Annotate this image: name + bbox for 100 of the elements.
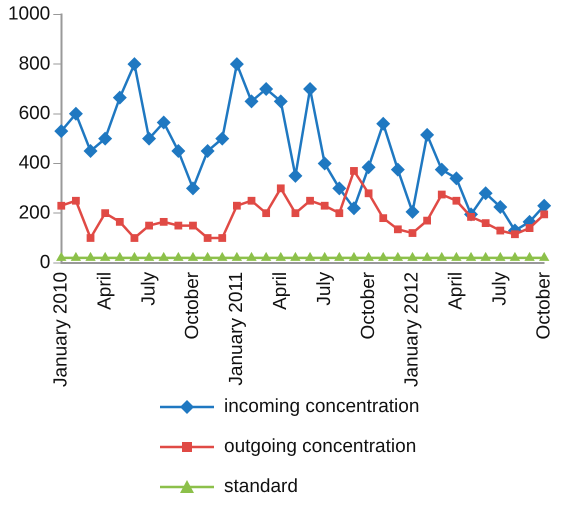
point (145, 222, 153, 230)
x-tick-label: July (314, 271, 335, 306)
point (524, 252, 535, 261)
point (478, 186, 493, 200)
point (378, 252, 388, 261)
point (230, 57, 244, 72)
point (144, 252, 154, 261)
point (318, 156, 332, 170)
x-tick-label: October (182, 271, 204, 340)
point (364, 189, 372, 198)
point (160, 218, 168, 226)
x-tick-label: July (138, 271, 160, 306)
point (204, 234, 212, 242)
x-tick-label: October (533, 271, 554, 340)
point (232, 202, 241, 210)
point (405, 204, 420, 219)
point (436, 252, 447, 261)
point (100, 252, 110, 261)
y-tick-label: 1000 (8, 4, 50, 25)
point (420, 128, 434, 142)
point (390, 162, 405, 177)
point (218, 234, 226, 242)
point (56, 252, 66, 261)
point (303, 82, 318, 96)
point (189, 222, 197, 230)
x-tick-label: January 2010 (50, 272, 72, 388)
legend-label: outgoing concentration (224, 436, 416, 458)
x-tick-label: July (490, 271, 511, 306)
point (276, 252, 286, 261)
x-tick-label: January 2012 (402, 272, 423, 388)
point (215, 132, 230, 146)
point (363, 252, 374, 261)
point (408, 229, 416, 237)
point (54, 124, 68, 138)
point (510, 252, 520, 261)
point (290, 252, 301, 261)
point (346, 201, 361, 216)
point (292, 209, 300, 218)
point (379, 214, 388, 222)
point (362, 160, 376, 174)
point (493, 200, 508, 214)
point (98, 132, 112, 146)
point (449, 171, 464, 186)
point (232, 252, 242, 261)
y-tick-label: 200 (18, 202, 50, 224)
point (526, 224, 534, 232)
y-tick-label: 800 (18, 53, 50, 74)
point (70, 252, 82, 261)
point (539, 252, 550, 261)
point (72, 196, 80, 205)
point (434, 162, 449, 177)
point (288, 168, 302, 183)
point (394, 225, 402, 234)
point (438, 190, 446, 198)
x-tick-label: April (270, 272, 292, 310)
point (142, 132, 156, 146)
point (127, 57, 142, 72)
point (466, 252, 476, 261)
point (540, 210, 548, 218)
point (451, 252, 462, 261)
point (320, 202, 329, 210)
y-tick-label: 0 (40, 252, 50, 274)
point (334, 252, 345, 261)
point (348, 252, 360, 261)
point (304, 252, 316, 261)
point (376, 116, 390, 131)
point (262, 209, 270, 218)
point (85, 252, 96, 261)
point (495, 252, 506, 261)
point (276, 184, 285, 192)
point (101, 209, 110, 218)
point (392, 252, 404, 261)
point (319, 252, 330, 261)
point (259, 82, 274, 96)
point (116, 218, 124, 226)
point (114, 252, 125, 261)
point (174, 222, 182, 230)
point (217, 252, 228, 261)
point (244, 94, 259, 108)
point (156, 115, 171, 130)
point (260, 252, 272, 261)
point (186, 181, 200, 196)
point (57, 202, 66, 210)
point (129, 252, 140, 261)
y-tick-label: 600 (18, 103, 50, 124)
point (68, 106, 83, 121)
point (84, 144, 98, 158)
x-tick-label: April (446, 272, 467, 310)
point (112, 90, 127, 105)
point (202, 252, 213, 261)
point (248, 196, 256, 205)
point (335, 209, 344, 218)
legend-label: incoming concentration (224, 396, 420, 418)
legend-label: standard (224, 476, 298, 498)
point (130, 234, 138, 242)
x-tick-label: April (94, 272, 116, 310)
point (86, 234, 94, 242)
point (200, 144, 215, 158)
point (188, 252, 198, 261)
point (422, 252, 432, 261)
